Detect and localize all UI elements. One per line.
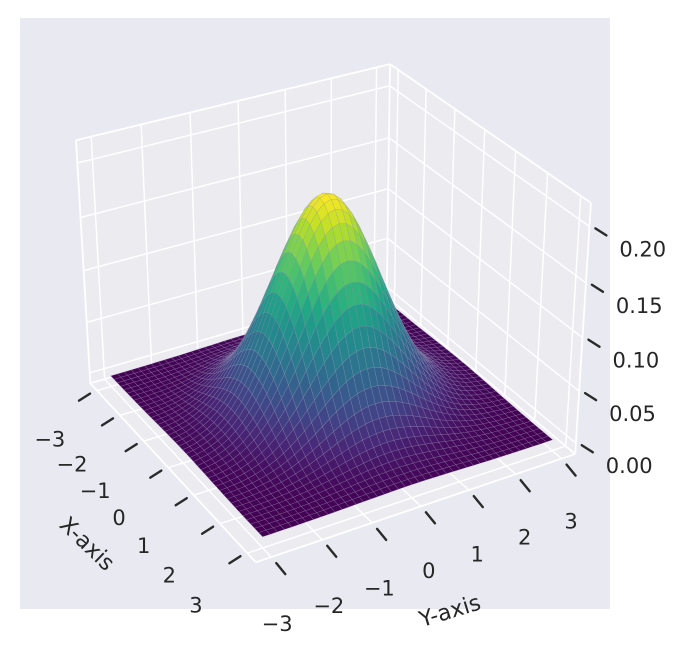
y-tick-label: 1 [471,542,484,566]
x-tick-label: 0 [112,506,125,530]
surface-mesh [110,192,553,538]
y-tick-label: −3 [262,612,293,636]
x-tick-label: −2 [57,453,88,477]
y-tick-labels: −3 −2 −1 0 1 2 3 [262,510,578,637]
y-tick-label: 3 [564,510,577,534]
x-tick-label: 3 [189,594,202,618]
axis-ticks [77,227,608,576]
z-tick-label: 0.00 [606,454,653,478]
z-tick-label: 0.15 [616,294,663,318]
z-tick-label: 0.10 [613,349,660,373]
z-tick-label: 0.05 [609,402,656,426]
x-tick-label: 2 [163,563,176,587]
y-tick-label: 2 [518,526,531,550]
y-tick-label: −2 [313,594,344,618]
y-tick-label: 0 [422,559,435,583]
x-tick-label: −1 [80,479,111,503]
x-tick-label: −3 [34,427,65,451]
x-tick-label: 1 [137,534,150,558]
y-tick-label: −1 [364,576,395,600]
z-tick-label: 0.20 [619,237,666,261]
z-tick-labels: 0.00 0.05 0.10 0.15 0.20 [606,237,666,478]
